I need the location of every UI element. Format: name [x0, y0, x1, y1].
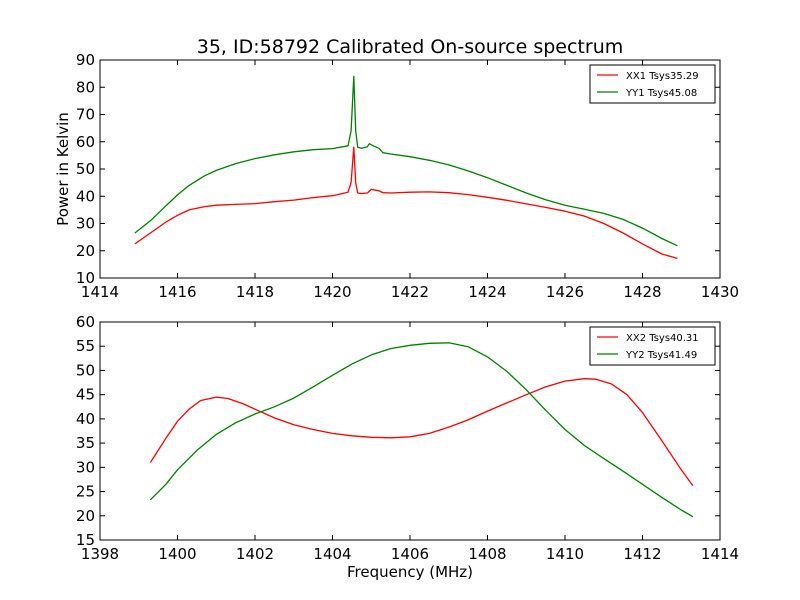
x-tick-label: 1426 [546, 283, 584, 301]
y-tick-label: 50 [76, 160, 95, 178]
legend-entry: YY1 Tsys45.08 [625, 88, 697, 99]
x-tick-label: 1424 [468, 283, 506, 301]
legend-entry: YY2 Tsys41.49 [625, 350, 697, 361]
y-tick-label: 45 [76, 386, 95, 404]
x-tick-label: 1412 [623, 545, 661, 563]
x-tick-label: 1406 [391, 545, 429, 563]
y-tick-label: 55 [76, 337, 95, 355]
legend-box [589, 64, 716, 104]
x-tick-label: 1420 [313, 283, 351, 301]
x-tick-label: 1400 [158, 545, 196, 563]
y-tick-label: 40 [76, 410, 95, 428]
x-tick-label: 1418 [236, 283, 274, 301]
y-tick-label: 90 [76, 51, 95, 69]
x-tick-label: 1416 [158, 283, 196, 301]
y-tick-label: 35 [76, 434, 95, 452]
x-tick-label: 1398 [81, 545, 119, 563]
series-line-yy1 [134, 75, 678, 247]
x-tick-label: 1430 [701, 283, 739, 301]
y-tick-label: 10 [76, 269, 95, 287]
x-tick-label: 1428 [623, 283, 661, 301]
x-tick-label: 1410 [546, 545, 584, 563]
legend: XX2 Tsys40.31 YY2 Tsys41.49 [589, 326, 716, 366]
x-tick-label: 1404 [313, 545, 351, 563]
figure-title: 35, ID:58792 Calibrated On-source spectr… [197, 36, 624, 58]
y-tick-label: 30 [76, 458, 95, 476]
y-tick-label: 80 [76, 78, 95, 96]
x-tick-label: 1408 [468, 545, 506, 563]
y-tick-label: 20 [76, 507, 95, 525]
y-tick-label: 40 [76, 187, 95, 205]
y-tick-label: 60 [76, 313, 95, 331]
top-panel: 1414 1416 1418 1420 1422 1424 1426 1428 1430 10 20… [54, 51, 739, 301]
y-tick-label: 70 [76, 106, 95, 124]
y-tick-label: 20 [76, 242, 95, 260]
series-line-xx1 [134, 146, 678, 260]
legend-box [589, 326, 716, 366]
x-tick-label: 1414 [81, 283, 119, 301]
legend-entry: XX2 Tsys40.31 [626, 333, 699, 344]
y-tick-label: 50 [76, 361, 95, 379]
x-tick-label: 1422 [391, 283, 429, 301]
y-tick-label: 30 [76, 215, 95, 233]
y-tick-label: 25 [76, 483, 95, 501]
series-line-yy2 [149, 342, 694, 518]
x-axis-label: Frequency (MHz) [347, 563, 473, 581]
x-tick-label: 1414 [701, 545, 739, 563]
series-line-xx2 [149, 378, 694, 487]
legend: XX1 Tsys35.29 YY1 Tsys45.08 [589, 64, 716, 104]
y-tick-label: 15 [76, 531, 95, 549]
legend-entry: XX1 Tsys35.29 [626, 71, 699, 82]
y-axis-label: Power in Kelvin [54, 112, 72, 226]
x-tick-label: 1402 [236, 545, 274, 563]
bottom-panel: 1398 1400 1402 1404 1406 1408 1410 1412 1414 15 20… [76, 313, 739, 581]
y-tick-label: 60 [76, 133, 95, 151]
